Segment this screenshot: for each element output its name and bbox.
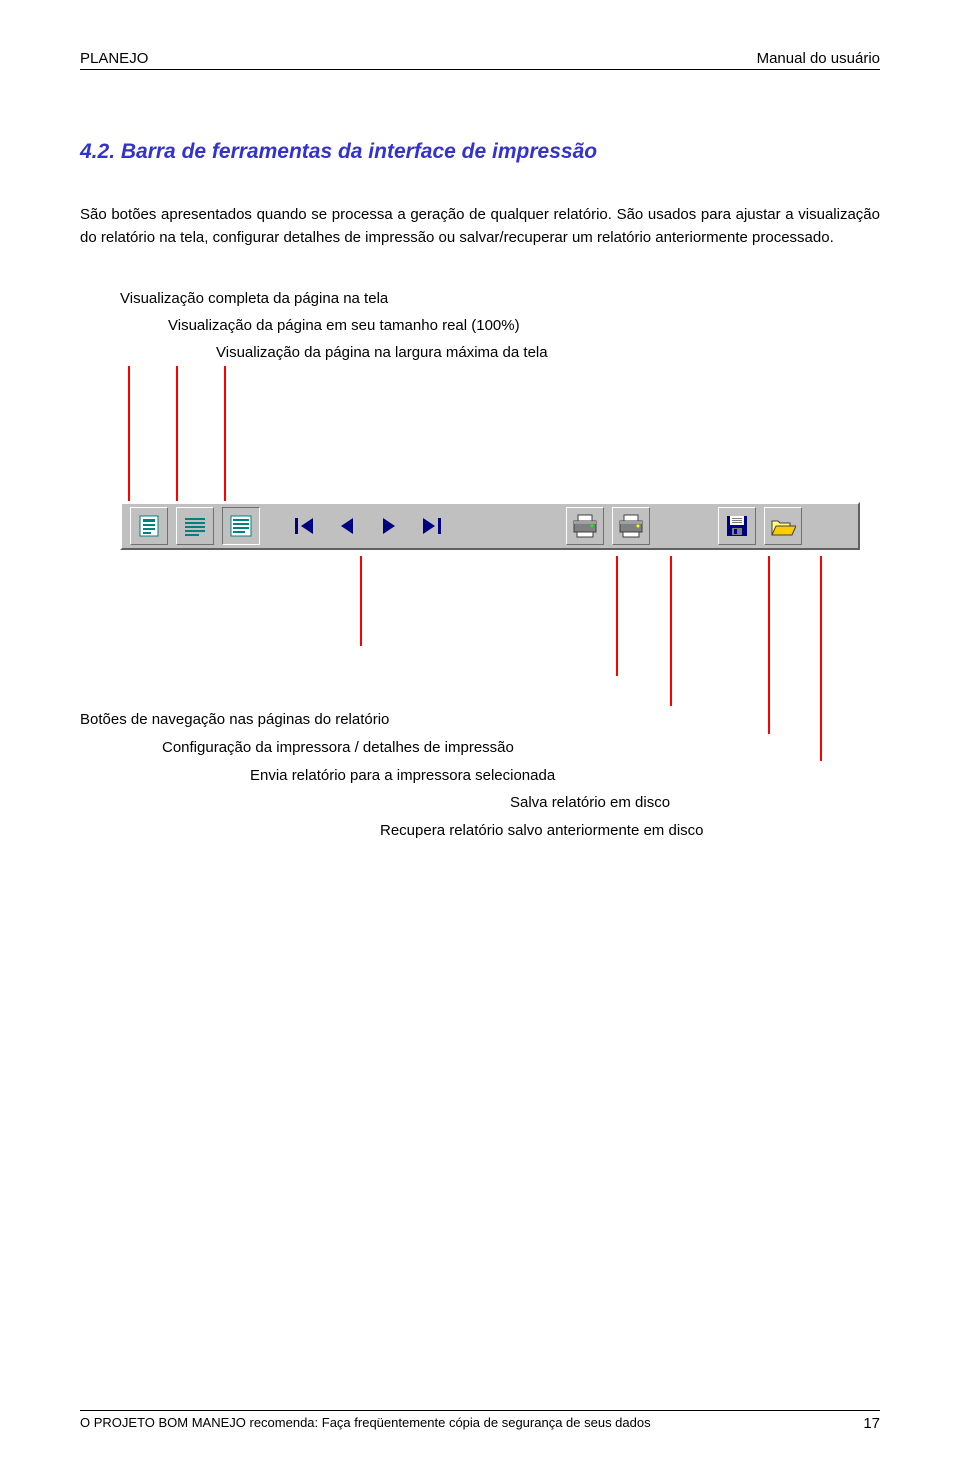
callout-line bbox=[768, 556, 770, 734]
callout-line bbox=[820, 556, 822, 761]
callout-line bbox=[360, 556, 362, 646]
page-width-icon bbox=[229, 514, 253, 538]
prev-page-button[interactable] bbox=[332, 507, 362, 545]
label-open: Recupera relatório salvo anteriormente e… bbox=[380, 817, 880, 845]
last-page-button[interactable] bbox=[416, 507, 446, 545]
callout-line bbox=[128, 366, 130, 501]
whole-page-icon bbox=[137, 514, 161, 538]
printer-setup-icon bbox=[572, 514, 598, 538]
toolbar-diagram bbox=[120, 366, 880, 706]
last-page-icon bbox=[421, 517, 441, 535]
open-icon bbox=[770, 515, 796, 537]
open-button[interactable] bbox=[764, 507, 802, 545]
label-nav-buttons: Botões de navegação nas páginas do relat… bbox=[80, 706, 880, 734]
label-real-size: Visualização da página em seu tamanho re… bbox=[168, 312, 880, 339]
printer-setup-button[interactable] bbox=[566, 507, 604, 545]
intro-paragraph: São botões apresentados quando se proces… bbox=[80, 204, 880, 249]
real-size-button[interactable] bbox=[176, 507, 214, 545]
label-print: Envia relatório para a impressora seleci… bbox=[250, 762, 880, 790]
real-size-icon bbox=[183, 514, 207, 538]
label-whole-page: Visualização completa da página na tela bbox=[120, 285, 880, 312]
next-page-icon bbox=[381, 517, 397, 535]
print-icon bbox=[618, 514, 644, 538]
label-save: Salva relatório em disco bbox=[510, 789, 880, 817]
callout-line bbox=[670, 556, 672, 706]
callout-line bbox=[224, 366, 226, 501]
prev-page-icon bbox=[339, 517, 355, 535]
header-right: Manual do usuário bbox=[757, 50, 880, 67]
top-callout-labels: Visualização completa da página na tela … bbox=[120, 285, 880, 366]
whole-page-button[interactable] bbox=[130, 507, 168, 545]
page-width-button[interactable] bbox=[222, 507, 260, 545]
next-page-button[interactable] bbox=[374, 507, 404, 545]
print-toolbar bbox=[120, 502, 860, 550]
print-button[interactable] bbox=[612, 507, 650, 545]
callout-line bbox=[616, 556, 618, 676]
save-button[interactable] bbox=[718, 507, 756, 545]
first-page-button[interactable] bbox=[290, 507, 320, 545]
page-footer: O PROJETO BOM MANEJO recomenda: Faça fre… bbox=[80, 1410, 880, 1432]
save-icon bbox=[725, 514, 749, 538]
page-number: 17 bbox=[863, 1415, 880, 1432]
label-page-width: Visualização da página na largura máxima… bbox=[216, 339, 880, 366]
page-header: PLANEJO Manual do usuário bbox=[80, 50, 880, 70]
footer-text: O PROJETO BOM MANEJO recomenda: Faça fre… bbox=[80, 1415, 651, 1432]
callout-line bbox=[176, 366, 178, 501]
header-left: PLANEJO bbox=[80, 50, 148, 67]
bottom-callout-labels: Botões de navegação nas páginas do relat… bbox=[80, 706, 880, 845]
first-page-icon bbox=[295, 517, 315, 535]
label-printer-setup: Configuração da impressora / detalhes de… bbox=[162, 734, 880, 762]
section-title: 4.2. Barra de ferramentas da interface d… bbox=[80, 140, 880, 164]
